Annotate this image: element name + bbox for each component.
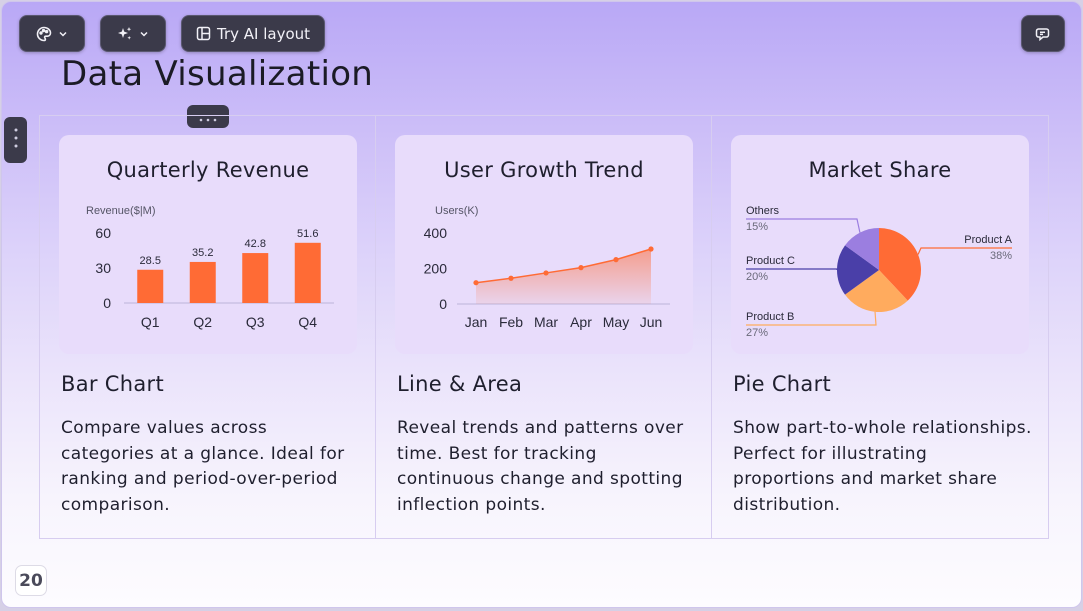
- ai-button[interactable]: [100, 15, 166, 52]
- callout-line: [746, 311, 877, 326]
- data-point: [648, 246, 654, 252]
- slice-percent: 20%: [746, 271, 768, 283]
- callout-line: [917, 247, 1012, 255]
- x-tick-label: Jun: [640, 314, 663, 330]
- column-line-area[interactable]: User Growth Trend Users(K) 0 200 400 Jan Feb M…: [376, 116, 712, 538]
- pie-slice: [845, 270, 908, 312]
- column-description: Compare values across categories at a gl…: [61, 418, 345, 515]
- bar: [294, 242, 321, 303]
- data-point: [578, 265, 584, 271]
- x-tick-label: Q3: [246, 314, 265, 330]
- sparkles-icon: [117, 26, 133, 42]
- bar-value-label: 28.5: [140, 255, 161, 267]
- drag-handle-horizontal[interactable]: [187, 105, 229, 128]
- content-grid: Quarterly Revenue Revenue($|M) 0 30 60 28.5 Q…: [39, 115, 1049, 539]
- data-point: [543, 270, 549, 276]
- chart-card-line[interactable]: User Growth Trend Users(K) 0 200 400 Jan Feb M…: [395, 135, 693, 354]
- x-tick-label: Q4: [298, 314, 317, 330]
- comment-button[interactable]: [1021, 15, 1065, 52]
- more-dots-icon: [198, 107, 218, 126]
- data-point: [473, 280, 479, 286]
- drag-handle-vertical[interactable]: [4, 117, 27, 163]
- bar: [189, 261, 216, 303]
- theme-button[interactable]: [19, 15, 85, 52]
- bar: [137, 269, 164, 303]
- slice-label: Product A: [964, 234, 1012, 246]
- comment-icon: [1035, 26, 1051, 42]
- callout-line: [746, 218, 861, 233]
- series-line: [475, 248, 652, 284]
- x-tick-label: Apr: [570, 314, 592, 330]
- try-ai-layout-label: Try AI layout: [216, 24, 311, 43]
- bar-chart: Revenue($|M) 0 30 60 28.5 Q1 35.2 Q2 42.8 Q3 51.6 Q…: [86, 205, 334, 330]
- column-heading: Pie Chart: [733, 372, 832, 396]
- x-tick-label: Feb: [499, 314, 523, 330]
- y-tick-label: 60: [95, 225, 111, 241]
- data-point: [508, 275, 514, 281]
- y-tick-label: 400: [424, 225, 448, 241]
- page-number: 20: [15, 565, 47, 596]
- slice-label: Product B: [746, 311, 794, 323]
- chart-card-pie[interactable]: Market Share Product A 38% Product B 27% Pro…: [731, 135, 1029, 354]
- column-heading: Bar Chart: [61, 372, 164, 396]
- card-title: Market Share: [808, 158, 952, 182]
- palette-icon: [36, 26, 52, 42]
- slice-percent: 27%: [746, 327, 768, 339]
- pie-slice: [837, 245, 879, 295]
- slice-label: Others: [746, 205, 780, 217]
- area-fill: [476, 248, 651, 304]
- y-tick-label: 0: [103, 295, 111, 311]
- bar-value-label: 51.6: [297, 228, 318, 240]
- column-bar-chart[interactable]: Quarterly Revenue Revenue($|M) 0 30 60 28.5 Q…: [40, 116, 376, 538]
- pie-slice: [845, 228, 879, 270]
- chart-card-bar[interactable]: Quarterly Revenue Revenue($|M) 0 30 60 28.5 Q…: [59, 135, 357, 354]
- line-chart: Users(K) 0 200 400 Jan Feb Mar Apr May Jun: [424, 205, 670, 330]
- chevron-down-icon: [139, 29, 149, 39]
- pie-chart: Product A 38% Product B 27% Product C 20% Othe…: [746, 205, 1013, 339]
- y-tick-label: 0: [439, 296, 447, 312]
- chevron-down-icon: [58, 29, 68, 39]
- x-tick-label: May: [603, 314, 629, 330]
- layout-icon: [196, 26, 211, 41]
- bar: [242, 253, 269, 303]
- try-ai-layout-button[interactable]: Try AI layout: [181, 15, 325, 52]
- y-tick-label: 200: [424, 261, 448, 277]
- callout-line: [746, 268, 838, 270]
- column-description: Show part-to-whole relationships. Perfec…: [733, 418, 1032, 515]
- card-title: Quarterly Revenue: [106, 158, 310, 182]
- column-pie-chart[interactable]: Market Share Product A 38% Product B 27% Pro…: [712, 116, 1048, 538]
- slice-percent: 38%: [990, 250, 1012, 262]
- pie-slice: [879, 228, 921, 301]
- bar-value-label: 42.8: [245, 238, 266, 250]
- column-heading: Line & Area: [397, 372, 523, 396]
- x-tick-label: Q2: [193, 314, 212, 330]
- y-axis-label: Revenue($|M): [86, 205, 156, 217]
- slice-label: Product C: [746, 255, 795, 267]
- card-title: User Growth Trend: [444, 158, 644, 182]
- data-point: [613, 257, 619, 263]
- x-tick-label: Mar: [534, 314, 558, 330]
- y-axis-label: Users(K): [435, 205, 478, 217]
- column-description: Reveal trends and patterns over time. Be…: [397, 418, 684, 515]
- y-tick-label: 30: [95, 260, 111, 276]
- more-dots-vertical-icon: [14, 126, 18, 154]
- x-tick-label: Jan: [465, 314, 488, 330]
- bar-value-label: 35.2: [192, 247, 213, 259]
- page-title[interactable]: Data Visualization: [61, 54, 374, 94]
- slice-percent: 15%: [746, 221, 768, 233]
- x-tick-label: Q1: [141, 314, 160, 330]
